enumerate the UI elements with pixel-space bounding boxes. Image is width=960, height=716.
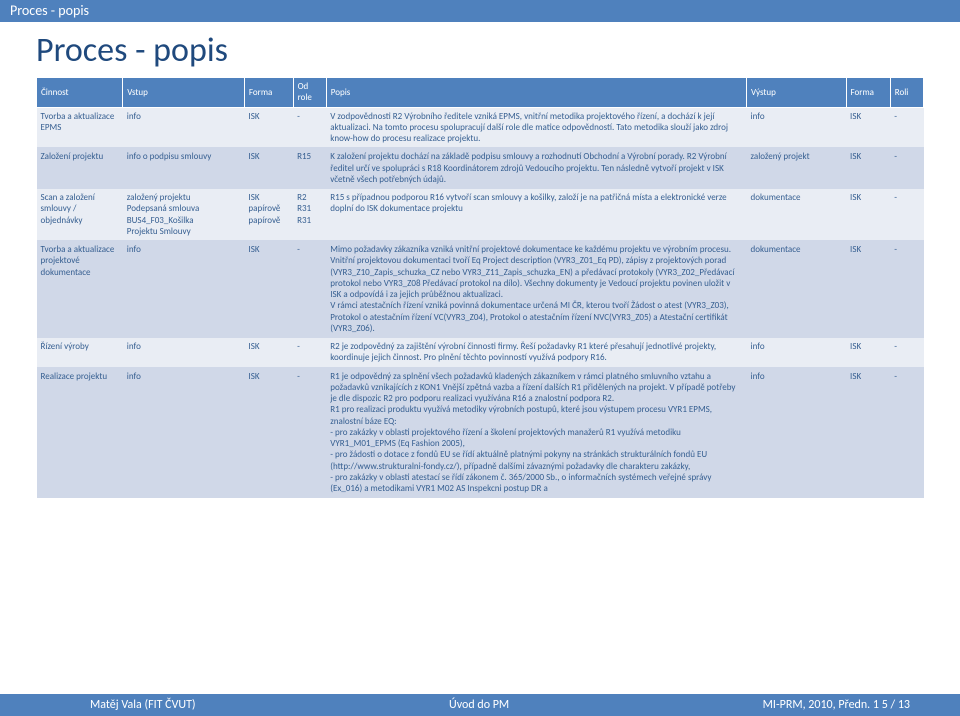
table-header: ČinnostVstupFormaOd rolePopisVýstupForma…: [37, 78, 924, 108]
table-cell: -: [293, 338, 326, 368]
table-cell: R2 je zodpovědný za zajištění výrobní či…: [326, 338, 746, 368]
column-header: Od role: [293, 78, 326, 108]
table-cell: ISK: [846, 338, 890, 368]
table-cell: -: [293, 367, 326, 498]
top-header-text: Proces - popis: [10, 2, 89, 19]
table-cell: Založení projektu: [37, 148, 123, 189]
column-header: Forma: [244, 78, 293, 108]
table-cell: -: [890, 148, 923, 189]
table-cell: založený projekt: [747, 148, 847, 189]
column-header: Popis: [326, 78, 746, 108]
footer: Matěj Vala (FIT ČVUT) Úvod do PM MI-PRM,…: [0, 694, 960, 716]
table-row: Realizace projektuinfoISK-R1 je odpovědn…: [37, 367, 924, 498]
table-cell: R15: [293, 148, 326, 189]
table-cell: ISK papírově papírově: [244, 189, 293, 241]
table-cell: V zodpovědnosti R2 Výrobního ředitele vz…: [326, 107, 746, 148]
table-cell: založený projektu Podepsaná smlouva BUS4…: [123, 189, 245, 241]
table-cell: R2 R31 R31: [293, 189, 326, 241]
column-header: Činnost: [37, 78, 123, 108]
table-cell: -: [293, 241, 326, 338]
table-cell: ISK: [244, 148, 293, 189]
table-container: ČinnostVstupFormaOd rolePopisVýstupForma…: [0, 77, 960, 498]
table-cell: info: [123, 107, 245, 148]
table-body: Tvorba a aktualizace EPMSinfoISK-V zodpo…: [37, 107, 924, 498]
footer-center: Úvod do PM: [196, 698, 763, 712]
table-cell: Tvorba a aktualizace projektové dokument…: [37, 241, 123, 338]
table-cell: -: [890, 189, 923, 241]
table-cell: -: [293, 107, 326, 148]
table-cell: -: [890, 107, 923, 148]
table-cell: dokumentace: [747, 189, 847, 241]
table-cell: Realizace projektu: [37, 367, 123, 498]
table-cell: ISK: [244, 338, 293, 368]
table-cell: Mimo požadavky zákazníka vzniká vnitřní …: [326, 241, 746, 338]
table-cell: dokumentace: [747, 241, 847, 338]
table-cell: Tvorba a aktualizace EPMS: [37, 107, 123, 148]
table-cell: -: [890, 241, 923, 338]
table-cell: ISK: [846, 367, 890, 498]
column-header: Vstup: [123, 78, 245, 108]
table-cell: R1 je odpovědný za splnění všech požadav…: [326, 367, 746, 498]
column-header: Výstup: [747, 78, 847, 108]
table-cell: K založení projektu dochází na základě p…: [326, 148, 746, 189]
footer-left: Matěj Vala (FIT ČVUT): [90, 698, 196, 712]
table-cell: ISK: [846, 148, 890, 189]
table-cell: Scan a založení smlouvy / objednávky: [37, 189, 123, 241]
table-cell: info o podpisu smlouvy: [123, 148, 245, 189]
table-row: Tvorba a aktualizace projektové dokument…: [37, 241, 924, 338]
table-cell: info: [123, 338, 245, 368]
page-title: Proces - popis: [0, 22, 960, 77]
table-cell: info: [123, 241, 245, 338]
footer-right: MI-PRM, 2010, Předn. 1 5 / 13: [763, 698, 910, 712]
column-header: Roli: [890, 78, 923, 108]
table-cell: R15 s případnou podporou R16 vytvoří sca…: [326, 189, 746, 241]
table-row: Tvorba a aktualizace EPMSinfoISK-V zodpo…: [37, 107, 924, 148]
table-row: Řízení výrobyinfoISK-R2 je zodpovědný za…: [37, 338, 924, 368]
table-cell: -: [890, 338, 923, 368]
table-cell: -: [890, 367, 923, 498]
table-cell: ISK: [846, 107, 890, 148]
table-cell: info: [747, 107, 847, 148]
page-title-text: Proces - popis: [36, 30, 228, 71]
table-cell: Řízení výroby: [37, 338, 123, 368]
top-header: Proces - popis: [0, 0, 960, 22]
table-cell: info: [123, 367, 245, 498]
table-row: Scan a založení smlouvy / objednávkyzalo…: [37, 189, 924, 241]
table-cell: info: [747, 367, 847, 498]
table-cell: ISK: [846, 189, 890, 241]
column-header: Forma: [846, 78, 890, 108]
table-cell: info: [747, 338, 847, 368]
table-row: Založení projektuinfo o podpisu smlouvyI…: [37, 148, 924, 189]
table-cell: ISK: [244, 241, 293, 338]
process-table: ČinnostVstupFormaOd rolePopisVýstupForma…: [36, 77, 924, 498]
table-cell: ISK: [244, 367, 293, 498]
table-cell: ISK: [846, 241, 890, 338]
table-cell: ISK: [244, 107, 293, 148]
